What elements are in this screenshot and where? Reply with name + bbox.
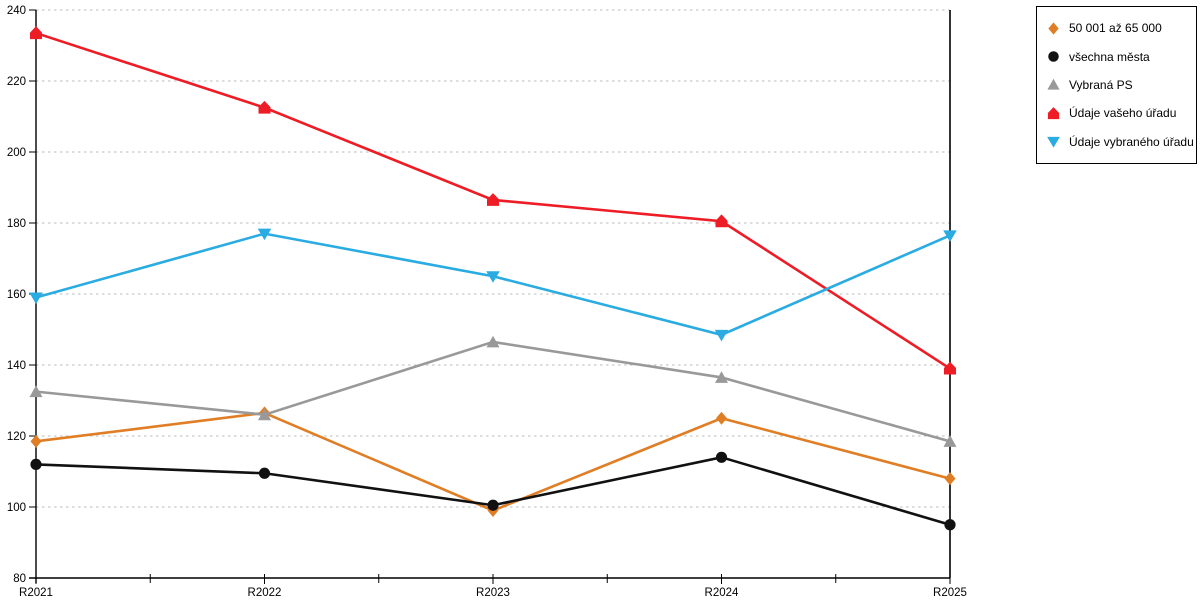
diamond-legend-icon xyxy=(1048,22,1059,35)
data-point-vybrana-ps xyxy=(943,435,957,447)
data-point-udaje-vaseho-uradu xyxy=(715,214,728,228)
data-point-udaje-vaseho-uradu xyxy=(30,26,42,40)
legend-label: Údaje vybraného úřadu xyxy=(1069,134,1194,149)
legend-item-udaje-vybraneho-uradu: Údaje vybraného úřadu xyxy=(1046,128,1194,156)
data-point-udaje-vaseho-uradu xyxy=(258,100,271,114)
legend-label: Údaje vašeho úřadu xyxy=(1069,106,1177,121)
legend-label: Vybraná PS xyxy=(1069,77,1133,92)
data-point-vsechna-mesta xyxy=(715,451,728,463)
legend-label: všechna města xyxy=(1069,49,1150,64)
data-point-udaje-vybraneho-uradu xyxy=(1047,137,1060,148)
data-point-udaje-vaseho-uradu xyxy=(487,193,499,206)
data-point-vybrana-ps xyxy=(486,335,500,348)
legend-item-vsechna-mesta: všechna města xyxy=(1046,42,1188,70)
data-point-vsechna-mesta xyxy=(1048,51,1059,62)
data-point-vsechna-mesta xyxy=(487,499,499,511)
data-point-udaje-vybraneho-uradu xyxy=(943,230,957,242)
data-point-udaje-vaseho-uradu xyxy=(944,361,956,375)
data-point-vybrana-ps xyxy=(715,371,728,383)
y-tick-label: 220 xyxy=(7,76,26,88)
series-line-vybrana-ps xyxy=(35,340,951,443)
data-point-vybrana-ps xyxy=(258,408,271,421)
legend-item-udaje-vaseho-uradu: Údaje vašeho úřadu xyxy=(1046,99,1188,127)
legend: 50 001 až 65 000 všechna města Vybraná PS Ú… xyxy=(1036,6,1197,164)
circle-legend-icon xyxy=(1048,51,1059,62)
series-line-udaje-vybraneho-uradu xyxy=(35,232,951,337)
y-tick-label: 120 xyxy=(7,431,26,443)
data-point-vybrana-ps xyxy=(29,385,43,398)
x-tick-label: R2025 xyxy=(933,587,967,599)
data-point-udaje-vybraneho-uradu xyxy=(29,292,43,305)
y-tick-label: 200 xyxy=(7,147,26,159)
x-tick-label: R2023 xyxy=(476,587,510,599)
x-tick-label: R2024 xyxy=(705,587,739,599)
x-tick-label: R2022 xyxy=(248,587,282,599)
data-point-50001-az-65000 xyxy=(1048,22,1059,35)
y-tick-label: 240 xyxy=(7,5,26,17)
x-tick-label: R2021 xyxy=(19,587,53,599)
data-point-udaje-vybraneho-uradu xyxy=(714,329,729,342)
legend-item-50001-az-65000: 50 001 až 65 000 xyxy=(1046,14,1188,42)
y-tick-label: 160 xyxy=(7,289,26,301)
series-line-50001-az-65000 xyxy=(35,411,951,512)
data-point-50001-az-65000 xyxy=(30,434,42,448)
y-tick-label: 100 xyxy=(7,502,26,514)
data-point-vybrana-ps xyxy=(1047,79,1060,91)
legend-item-vybrana-ps: Vybraná PS xyxy=(1046,71,1188,99)
data-point-50001-az-65000 xyxy=(716,411,727,425)
y-tick-label: 140 xyxy=(7,360,26,372)
data-point-vsechna-mesta xyxy=(258,467,271,479)
legend-label: 50 001 až 65 000 xyxy=(1069,21,1162,36)
data-point-udaje-vaseho-uradu xyxy=(1047,106,1060,119)
data-point-vsechna-mesta xyxy=(944,519,956,531)
data-point-udaje-vybraneho-uradu xyxy=(257,228,272,241)
triangle-up-legend-icon xyxy=(1047,79,1060,91)
data-point-vsechna-mesta xyxy=(30,458,42,470)
pentagon-legend-icon xyxy=(1047,106,1060,119)
triangle-down-legend-icon xyxy=(1047,137,1060,148)
y-tick-label: 180 xyxy=(7,218,26,230)
y-tick-label: 80 xyxy=(13,573,26,585)
data-point-udaje-vybraneho-uradu xyxy=(486,271,500,283)
data-point-50001-az-65000 xyxy=(944,472,956,486)
